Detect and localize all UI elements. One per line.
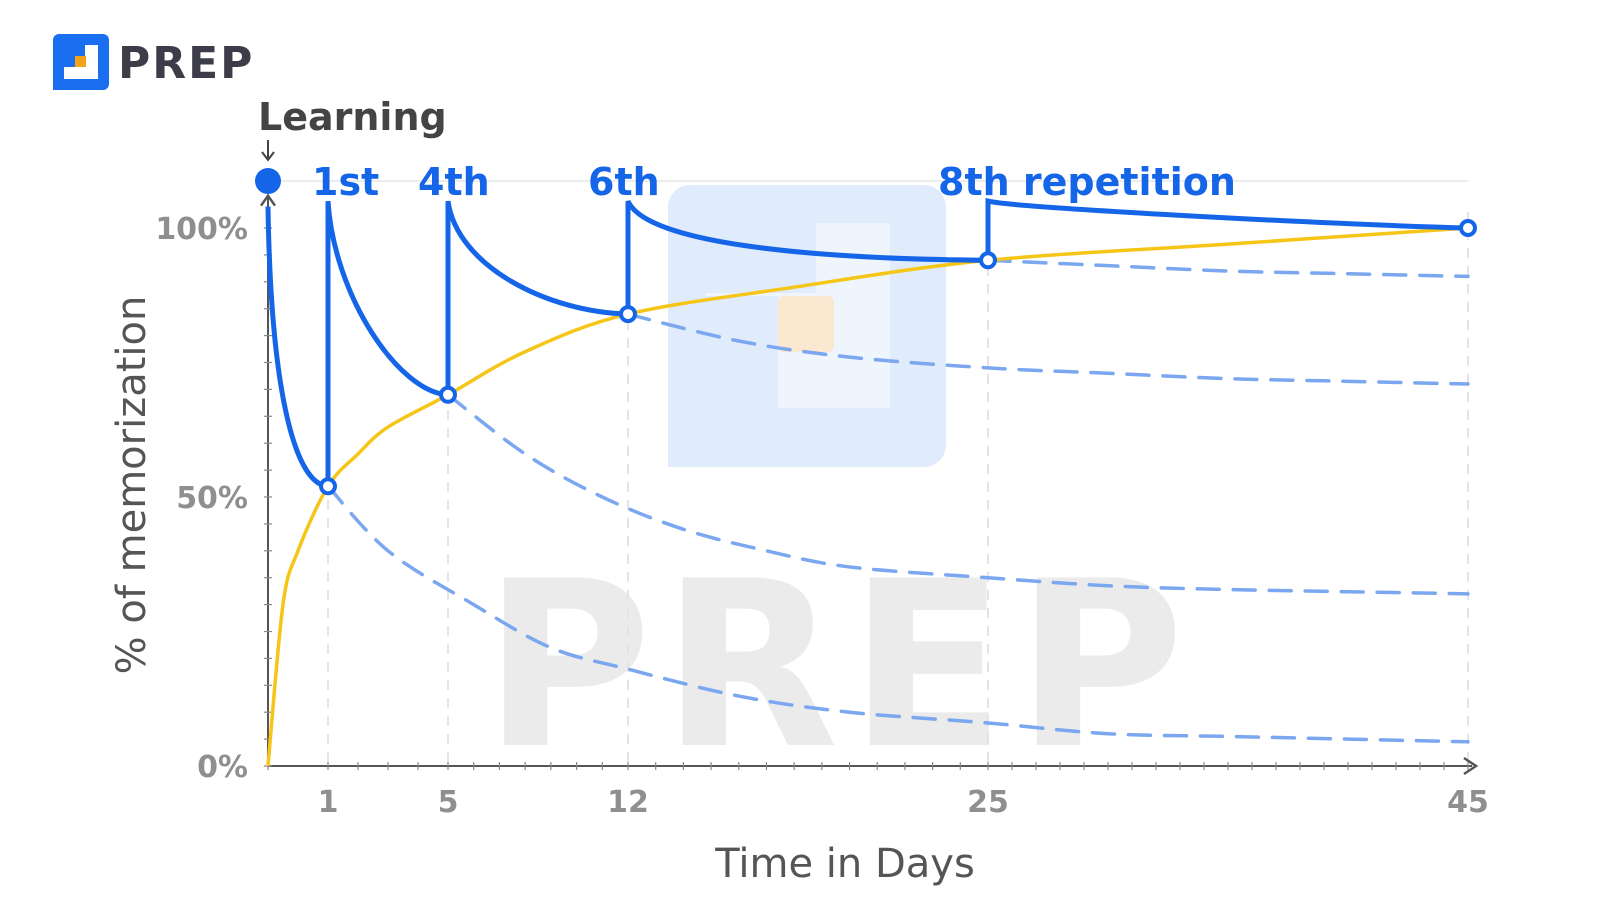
- repetition-label: 6th: [588, 160, 660, 204]
- y-tick-label: 100%: [155, 212, 248, 247]
- axes: [259, 193, 1479, 776]
- watermark-text: PREP: [483, 533, 1194, 800]
- y-axis-title: % of memorization: [109, 296, 155, 675]
- review-markers: [255, 168, 1477, 496]
- decay-curves: [326, 258, 1470, 744]
- watermark-logo-icon: [668, 185, 946, 467]
- repetition-label: 8th repetition: [938, 160, 1236, 204]
- retention-curve-line: [266, 226, 1469, 767]
- x-axis-arrow: [1463, 756, 1479, 776]
- tick-labels: 1 5 12 25 45 0% 50% 100%: [155, 212, 1489, 820]
- decay-curve: [626, 312, 1470, 386]
- repetition-labels: 1st 4th 6th 8th repetition Learning: [258, 95, 1236, 204]
- review-point: [1459, 219, 1477, 237]
- x-tick-label: 1: [318, 785, 339, 820]
- retention-curve: [266, 226, 1469, 767]
- review-point: [979, 251, 997, 270]
- y-tick-label: 50%: [176, 481, 248, 516]
- review-point: [619, 305, 637, 324]
- learning-dot: [255, 168, 281, 194]
- review-point: [439, 385, 457, 404]
- x-tick-label: 5: [438, 785, 459, 820]
- prep-logo-icon: [53, 34, 109, 90]
- x-tick-label: 12: [607, 785, 649, 820]
- brand-logo: PREP: [53, 34, 254, 90]
- decay-curve: [326, 484, 1470, 744]
- learning-label: Learning: [258, 95, 447, 139]
- decay-curve: [446, 393, 1470, 596]
- x-tick-label: 45: [1447, 785, 1489, 820]
- repetition-label: 4th: [418, 160, 490, 204]
- y-axis-arrow: [259, 193, 277, 207]
- decay-curve: [986, 258, 1470, 279]
- x-axis-title: Time in Days: [714, 841, 975, 887]
- learning-arrow-head: [261, 151, 275, 162]
- review-point: [319, 477, 337, 496]
- brand-name: PREP: [118, 38, 254, 89]
- repetition-label: 1st: [312, 160, 379, 204]
- x-tick-label: 25: [967, 785, 1009, 820]
- watermark: PREP: [483, 185, 1194, 800]
- y-tick-label: 0%: [197, 750, 248, 785]
